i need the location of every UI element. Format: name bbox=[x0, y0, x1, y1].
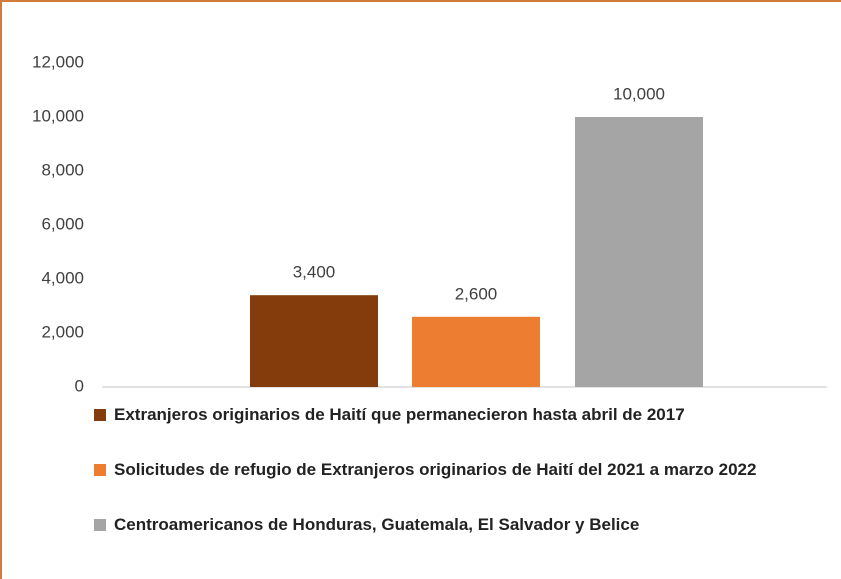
bar bbox=[412, 316, 540, 387]
y-tick-label: 0 bbox=[75, 376, 84, 395]
legend-entry: Solicitudes de refugio de Extranjeros or… bbox=[94, 456, 784, 483]
legend-label: Extranjeros originarios de Haití que per… bbox=[114, 405, 685, 424]
y-tick-label: 2,000 bbox=[41, 322, 84, 341]
y-tick-label: 4,000 bbox=[41, 268, 84, 287]
legend-swatch bbox=[94, 409, 106, 421]
bar bbox=[250, 295, 378, 387]
y-tick-label: 8,000 bbox=[41, 160, 84, 179]
data-label: 3,400 bbox=[293, 263, 336, 282]
legend-label: Centroamericanos de Honduras, Guatemala,… bbox=[114, 515, 640, 534]
legend-swatch bbox=[94, 464, 106, 476]
legend-swatch bbox=[94, 519, 106, 531]
y-tick-label: 12,000 bbox=[32, 52, 84, 71]
data-label: 10,000 bbox=[613, 84, 665, 103]
y-tick-label: 6,000 bbox=[41, 214, 84, 233]
legend-entry: Extranjeros originarios de Haití que per… bbox=[94, 401, 784, 428]
legend-label: Solicitudes de refugio de Extranjeros or… bbox=[114, 460, 757, 479]
data-label: 2,600 bbox=[455, 284, 498, 303]
legend-entry: Centroamericanos de Honduras, Guatemala,… bbox=[94, 511, 784, 538]
y-tick-label: 10,000 bbox=[32, 106, 84, 125]
bar bbox=[575, 117, 703, 387]
